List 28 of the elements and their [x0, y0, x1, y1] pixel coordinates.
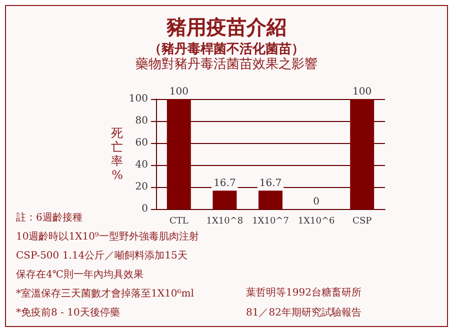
text: *免疫前8 - 10天後停藥 — [16, 306, 120, 318]
y-tick-label: 0 — [142, 204, 148, 214]
y-axis-title: 死亡率% — [111, 126, 124, 182]
x-tick-label: 1X10^7 — [252, 216, 290, 226]
x-tick-label: CSP — [352, 216, 372, 226]
text: CSP-500 1.14公斤／噸飼料添加15天 — [16, 250, 188, 262]
y-tick-label: 20 — [135, 182, 148, 192]
y-tick-label: 40 — [135, 160, 148, 170]
data-label: 100 — [169, 86, 188, 98]
text: 81／82年期研究試驗報告 — [246, 306, 362, 318]
data-label: 0 — [313, 196, 320, 208]
data-label: 100 — [352, 86, 372, 98]
y-tick-label: 60 — [135, 138, 148, 148]
text: 10週齡時以1X10⁹一型野外強毒肌肉注射 — [16, 230, 199, 242]
y-tick-label: 100 — [128, 94, 148, 104]
data-label: 16.7 — [259, 178, 282, 190]
chart-subtitle: （豬丹毒桿菌不活化菌苗） — [148, 42, 304, 57]
text: *室溫保存三天菌數才會掉落至1X10⁶ml — [16, 288, 194, 300]
text: 葉哲明等1992台糖畜研所 — [246, 286, 362, 298]
text: 藥物對豬丹毒活菌苗效果之影響 — [136, 57, 318, 72]
x-tick-label: 1X10^8 — [206, 216, 244, 226]
y-tick-label: 80 — [135, 116, 148, 126]
text: 保存在4℃則一年內均具效果 — [16, 268, 144, 280]
chart-title: 豬用疫苗介紹 — [166, 15, 286, 39]
x-tick-label: 1X10^6 — [298, 216, 335, 226]
text: 註：6週齡接種 — [16, 212, 82, 224]
data-label: 16.7 — [214, 178, 236, 190]
x-tick-label: CTL — [169, 216, 188, 226]
